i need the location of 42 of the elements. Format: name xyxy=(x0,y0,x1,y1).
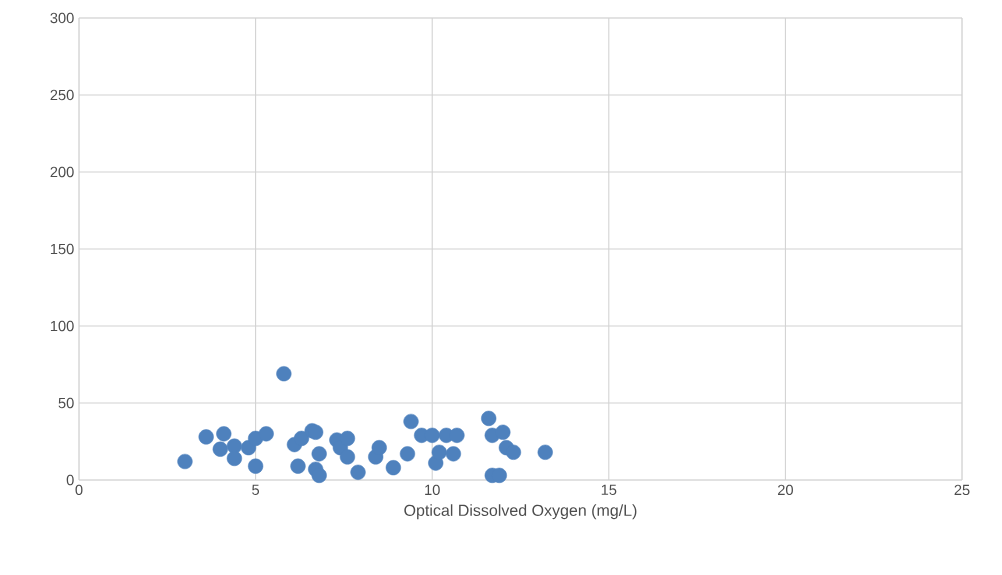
point xyxy=(505,444,522,460)
point xyxy=(424,427,440,443)
x-tick-label: 25 xyxy=(954,484,970,496)
point xyxy=(495,424,511,440)
y-tick-label: 200 xyxy=(50,166,74,178)
x-tick-label: 10 xyxy=(425,484,440,496)
point xyxy=(371,440,387,456)
point xyxy=(216,426,232,442)
point xyxy=(431,444,447,460)
point xyxy=(403,413,419,430)
point xyxy=(481,410,497,427)
y-tick-label: 0 xyxy=(66,474,74,486)
point xyxy=(399,446,416,462)
x-tick-label: 5 xyxy=(252,484,260,495)
point xyxy=(212,441,228,457)
y-tick-label: 300 xyxy=(50,12,74,24)
point xyxy=(385,460,401,476)
point xyxy=(339,449,356,465)
point xyxy=(290,458,306,474)
point xyxy=(350,464,366,480)
point xyxy=(177,453,193,470)
point xyxy=(248,458,264,474)
y-tick-label: 250 xyxy=(50,89,74,101)
point xyxy=(445,446,461,462)
x-tick-label: 0 xyxy=(75,484,83,496)
point xyxy=(198,429,214,445)
y-tick-label: 50 xyxy=(58,397,74,409)
point xyxy=(537,444,553,460)
point xyxy=(308,424,324,440)
point xyxy=(311,467,327,483)
x-axis-title: Optical Dissolved Oxygen (mg/L) xyxy=(404,504,637,520)
point xyxy=(339,430,356,447)
y-tick-label: 150 xyxy=(50,243,74,255)
point xyxy=(311,446,327,462)
point xyxy=(293,430,310,447)
x-tick-label: 15 xyxy=(601,484,617,495)
x-tick-label: 20 xyxy=(777,484,793,496)
point xyxy=(276,366,292,382)
point xyxy=(226,450,243,467)
point xyxy=(449,427,465,443)
y-tick-label: 100 xyxy=(50,320,74,332)
point xyxy=(258,426,274,442)
